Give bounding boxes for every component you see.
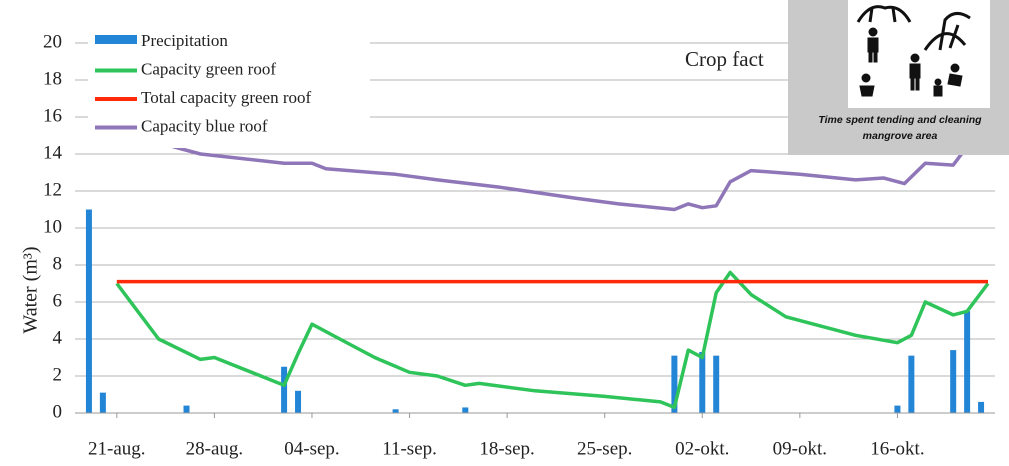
bar: [99, 392, 106, 413]
x-tick-label: 28-aug.: [186, 438, 244, 459]
y-tick-label: 20: [43, 31, 62, 52]
y-tick-label: 2: [53, 364, 63, 385]
y-tick-label: 12: [43, 179, 62, 200]
mangrove-icons: [856, 5, 971, 97]
line: [172, 144, 969, 212]
y-tick-label: 10: [43, 216, 62, 237]
line: [115, 270, 990, 410]
bar: [85, 209, 92, 413]
legend-label: Total capacity green roof: [141, 88, 311, 107]
overlay-caption: Time spent tending and cleaning: [818, 114, 982, 126]
bar: [908, 355, 915, 413]
bar: [950, 350, 957, 413]
bar: [699, 351, 706, 413]
legend-label: Precipitation: [141, 31, 228, 50]
bar: [713, 355, 720, 413]
y-tick-label: 8: [53, 253, 63, 274]
bar: [295, 390, 302, 413]
legend-label: Capacity green roof: [141, 59, 276, 78]
bar: [281, 366, 288, 413]
y-tick-label: 18: [43, 68, 62, 89]
overlay-image: Time spent tending and cleaning mangrove…: [788, 0, 1009, 155]
bar: [978, 401, 985, 413]
x-tick-label: 16-okt.: [870, 438, 924, 459]
y-tick-label: 6: [53, 290, 63, 311]
x-tick-label: 11-sep.: [382, 438, 437, 459]
x-tick-label: 21-aug.: [88, 438, 146, 459]
annotation: Crop fact: [685, 47, 764, 71]
y-axis-label: Water (m³): [20, 246, 42, 333]
y-tick-label: 14: [43, 142, 63, 163]
bar: [392, 409, 399, 413]
overlay-caption: mangrove area: [863, 130, 938, 142]
bar: [964, 311, 971, 413]
x-tick-label: 18-sep.: [479, 438, 534, 459]
bar: [462, 407, 469, 413]
bar: [671, 355, 678, 413]
bar: [183, 405, 190, 413]
y-tick-label: 4: [53, 327, 63, 348]
x-tick-label: 25-sep.: [577, 438, 632, 459]
bar: [894, 405, 901, 413]
y-tick-label: 16: [43, 105, 62, 126]
legend-swatch: [95, 35, 137, 44]
y-tick-label: 0: [53, 401, 63, 422]
legend: Precipitation Capacity green roof Total ca…: [88, 30, 370, 148]
x-tick-label: 02-okt.: [675, 438, 729, 459]
x-tick-label: 09-okt.: [773, 438, 827, 459]
legend-label: Capacity blue roof: [141, 116, 268, 135]
x-tick-label: 04-sep.: [284, 438, 339, 459]
